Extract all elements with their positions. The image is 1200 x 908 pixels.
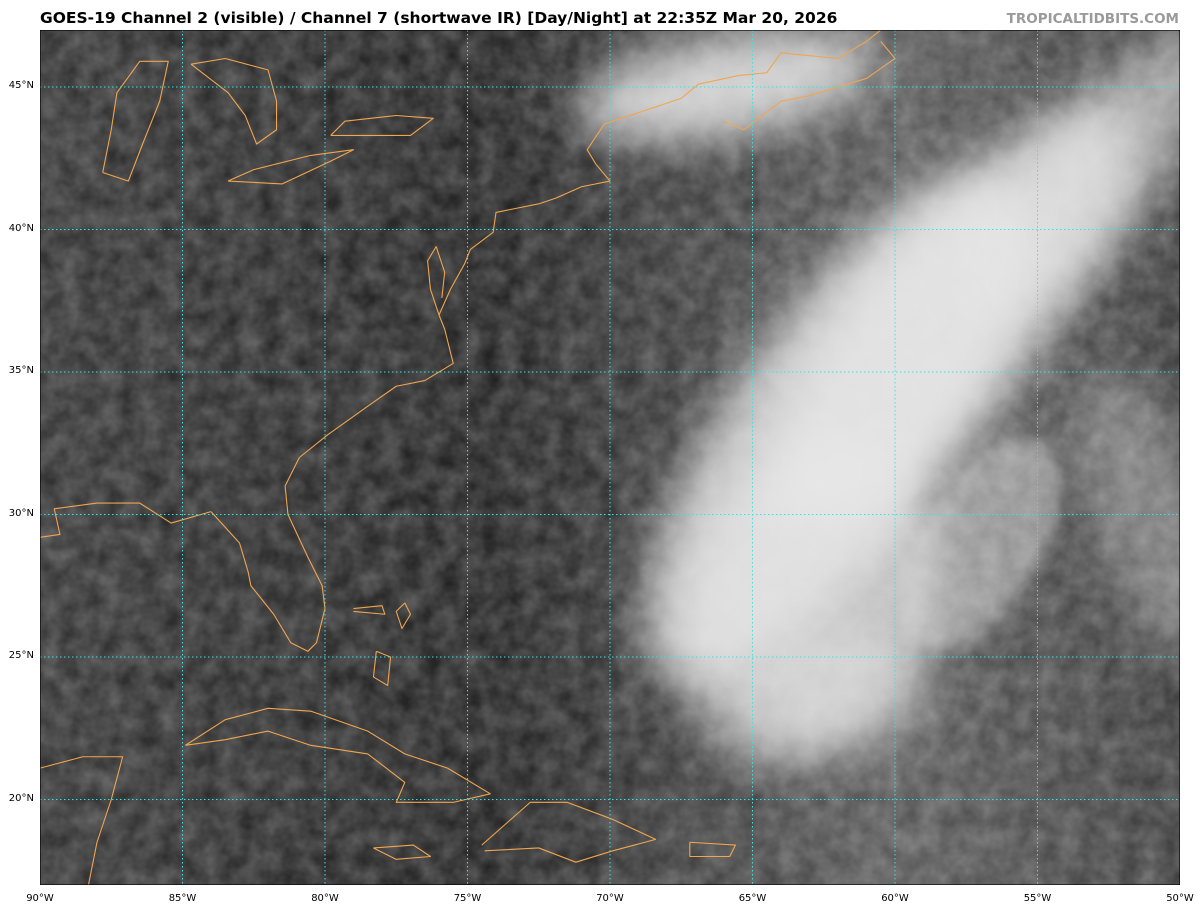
lon-label: 65°W	[738, 893, 767, 904]
lat-label: 35°N	[8, 365, 34, 376]
lat-label: 25°N	[8, 650, 34, 661]
lat-label: 45°N	[8, 80, 34, 91]
cloud-mass	[748, 625, 928, 746]
lat-label: 30°N	[8, 507, 34, 519]
coastline-yucatan	[40, 756, 124, 885]
lon-label: 75°W	[453, 893, 482, 904]
lat-label: 40°N	[8, 222, 34, 234]
lon-label: 85°W	[168, 893, 197, 904]
coastline-grand-bahama	[353, 605, 386, 615]
lon-label: 55°W	[1023, 893, 1052, 904]
lat-label: 20°N	[8, 792, 34, 804]
lon-label: 70°W	[596, 893, 624, 904]
lon-label: 80°W	[311, 893, 339, 904]
lon-label: 90°W	[26, 893, 54, 904]
coastline-andros	[372, 650, 392, 687]
coastline-chesapeake	[427, 246, 446, 316]
coastline-lake-michigan	[102, 60, 169, 182]
coastline-cuba	[185, 707, 491, 803]
coastline-lake-erie	[227, 149, 355, 185]
coastline-hispaniola	[481, 801, 657, 863]
map-title: GOES-19 Channel 2 (visible) / Channel 7 …	[40, 9, 838, 27]
brand-watermark: TROPICALTIDBITS.COM	[1006, 11, 1179, 27]
cloud-layer	[576, 30, 1180, 765]
lon-label: 60°W	[881, 893, 909, 904]
lon-label: 50°W	[1166, 893, 1194, 904]
cloud-mass	[1075, 372, 1180, 657]
coastline-us-east-coast	[210, 30, 882, 652]
coastline-jamaica	[373, 844, 432, 860]
coastline-abaco	[395, 602, 412, 630]
coastlines	[40, 30, 896, 885]
gridlines	[40, 30, 1180, 885]
cloud-mass	[970, 30, 1180, 316]
coastline-lake-huron	[190, 57, 278, 145]
coastline-lake-ontario	[330, 114, 434, 136]
satellite-map	[40, 30, 1180, 885]
coastline-puerto-rico	[689, 841, 736, 858]
coastline-gulf-coast	[40, 502, 212, 538]
cloud-mass	[901, 434, 1060, 652]
